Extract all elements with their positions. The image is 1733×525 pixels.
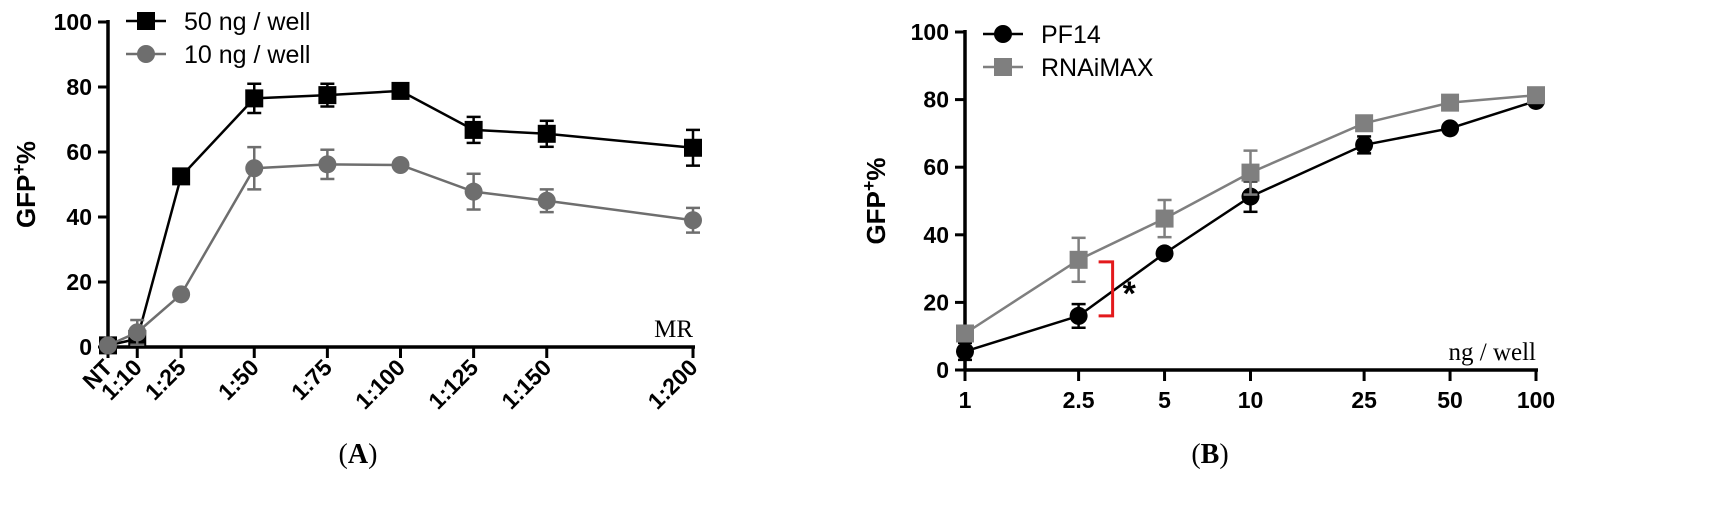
panel-b-y-axis-label: GFP+% [859,157,891,244]
panel-a-legend-marker [137,12,155,30]
panel-a-y-tick-label: 80 [66,74,92,100]
panel-a-x-tick-label: 1:150 [496,354,556,414]
panel-a-data-point [172,285,191,304]
panel-b-data-point [1355,114,1374,133]
panel-b-data-point [1155,244,1174,263]
panel-a-data-point [99,336,117,355]
panel-b-x-tick-label: 100 [1517,387,1555,413]
panel-b-x-tick-label: 2.5 [1063,387,1095,413]
panel-a-data-point [391,81,410,100]
panel-b-data-point [1527,86,1545,105]
panel-b-label-close: ) [1219,439,1228,470]
panel-b-significance-bracket [1098,260,1115,318]
panel-a-y-axis-label-suffix: % [11,141,41,164]
panel-a-series-line [107,89,694,347]
panel-a-label-close: ) [368,439,377,470]
panel-b-data-point [1069,306,1088,325]
panel-b-x-tick-label: 1 [959,387,972,413]
panel-a-data-point [318,155,337,174]
panel-a-data-point [128,323,147,342]
panel-a-y-tick-label: 100 [54,9,92,35]
panel-a-legend-label: 50 ng / well [184,8,310,36]
panel-b-label-open: ( [1191,439,1200,470]
panel-b-series-2 [956,86,1545,343]
panel-b-label: (B) [1191,439,1228,470]
panel-a-x-tick-label: 1:125 [423,354,483,414]
panel-b-y-tick-label: 0 [936,357,949,383]
panel-b-data-point [1241,187,1260,206]
panel-a-series-2 [99,145,702,355]
panel-a-data-point [464,120,483,139]
panel-a-data-point [245,159,264,178]
panel-b-y-axis-label-main: GFP [861,191,891,244]
panel-a-y-tick-label: 0 [79,334,92,360]
panel-b-y-tick-label: 20 [923,289,949,315]
panel-b-x-tick-label: 5 [1158,387,1171,413]
panel-a-x-tick-label: 1:200 [643,354,703,414]
panel-a-series-line [107,163,694,347]
panel-a-y-axis-label: GFP+% [9,141,41,228]
panel-b-chart: 0 20 40 60 80 100 GFP+% 1 2.5 5 10 25 50 100 ng / well… [859,19,1555,470]
panel-a-label-letter: A [348,439,369,470]
panel-b-data-point [1241,163,1260,182]
panel-b-data-point [956,324,974,343]
panel-a-label: (A) [339,439,378,470]
panel-a-x-axis-label: MR [654,316,693,343]
panel-b-significance-marker: * [1123,275,1137,313]
panel-a-series-1 [99,81,702,355]
panel-a-data-point [537,124,556,143]
panel-a-x-tick-label: 1:75 [286,354,337,405]
panel-a-legend-label: 10 ng / well [184,41,310,69]
panel-b-data-point [1441,93,1460,112]
panel-b-y-axis-label-suffix: % [861,157,891,180]
panel-b-legend-label: RNAiMAX [1041,54,1154,82]
panel-b-data-point [1155,209,1174,228]
panel-b-label-letter: B [1201,439,1220,470]
panel-b-legend-marker [994,58,1012,76]
panel-a-x-tick-label: 1:100 [350,354,410,414]
panel-a-y-tick-label: 40 [66,204,92,230]
panel-b-y-tick-label: 40 [923,222,949,248]
panel-a-data-point [684,211,702,230]
panel-b-data-point [1069,250,1088,269]
panel-a-legend-marker [137,45,155,63]
panel-a-y-tick-label: 20 [66,269,92,295]
panel-a-y-axis-label-main: GFP [11,175,41,228]
panel-a-data-point [391,156,410,174]
panel-b-x-tick-label: 25 [1351,387,1377,413]
panel-b-data-point [956,342,974,361]
panel-a-y-tick-label: 60 [66,139,92,165]
panel-b-series-line [964,99,1537,353]
panel-b-x-tick-label: 10 [1238,387,1264,413]
panel-a-y-axis-label-sup: + [9,164,29,175]
panel-b-x-axis-label: ng / well [1449,339,1537,366]
panel-b-y-tick-label: 100 [911,19,949,45]
panel-a-x-tick-label: 1:50 [213,354,264,405]
panel-a-data-point [172,167,191,186]
panel-a-data-point [537,191,556,210]
panel-b-data-point [1441,119,1460,138]
panel-b-series-1 [956,91,1545,362]
panel-b-legend-label: PF14 [1041,21,1101,49]
panel-a-data-point [318,86,337,105]
panel-a-x-tick-label: 1:25 [140,354,191,405]
panel-b-y-axis-label-sup: + [859,181,879,192]
panel-b-y-tick-label: 60 [923,154,949,180]
panel-a-data-point [684,138,702,157]
panel-a-label-open: ( [339,439,348,470]
panel-b-data-point [1355,135,1374,154]
panel-b-y-tick-label: 80 [923,87,949,113]
panel-a-data-point [245,89,264,108]
panel-b-legend-marker [994,25,1012,43]
panel-b-x-tick-label: 50 [1437,387,1463,413]
panel-a-data-point [464,182,483,201]
